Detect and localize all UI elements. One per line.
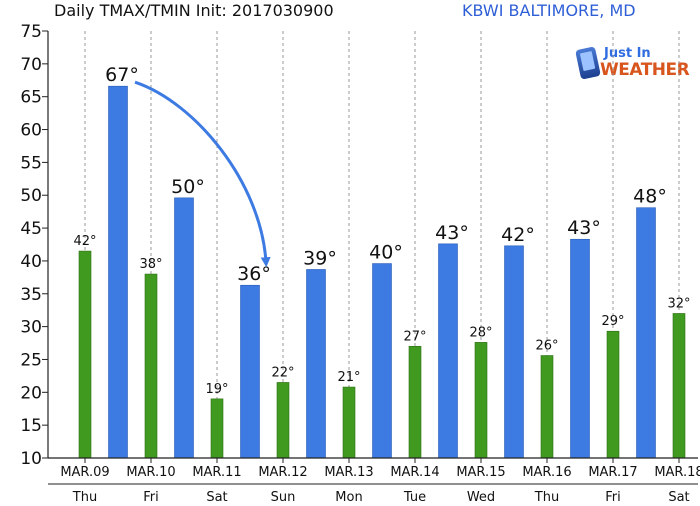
logo-line1: Just In — [604, 46, 651, 61]
tmax-label-8: 48° — [633, 186, 667, 208]
y-tick-label: 65 — [20, 88, 42, 108]
y-tick-label: 40 — [20, 252, 42, 272]
trend-arrow — [134, 80, 271, 268]
tmax-label-3: 39° — [303, 247, 337, 269]
y-tick-label: 25 — [20, 350, 42, 370]
tmin-bar-9 — [672, 313, 686, 459]
x-dow-label-8: Fri — [605, 490, 621, 505]
y-tick-label: 10 — [20, 449, 42, 469]
tmax-bar-1 — [174, 197, 194, 459]
tmax-label-2: 36° — [237, 263, 271, 285]
x-date-label-8: MAR.17 — [588, 465, 637, 480]
y-tick-label: 45 — [20, 219, 42, 239]
tmin-label-8: 29° — [601, 314, 624, 329]
x-date-label-1: MAR.10 — [126, 465, 175, 480]
y-tick-label: 30 — [20, 318, 42, 338]
station-name: KBWI BALTIMORE, MD — [462, 1, 636, 20]
tmin-label-9: 32° — [667, 296, 690, 311]
y-tick-label: 70 — [20, 55, 42, 75]
tmin-bar-2 — [210, 398, 224, 459]
tmin-label-5: 27° — [403, 329, 426, 344]
tmin-label-3: 22° — [271, 365, 294, 380]
x-dow-label-4: Mon — [335, 490, 362, 505]
y-tick-label: 15 — [20, 416, 42, 436]
just-in-weather-logo: Just In WEATHER — [574, 44, 690, 84]
tmax-label-4: 40° — [369, 242, 403, 264]
tmax-label-0: 67° — [105, 64, 139, 86]
x-date-label-4: MAR.13 — [324, 465, 373, 480]
x-dow-label-3: Sun — [271, 490, 296, 505]
tmin-bar-8 — [606, 330, 620, 459]
y-tick-label: 35 — [20, 285, 42, 305]
y-tick-label: 50 — [20, 186, 42, 206]
tmin-label-0: 42° — [73, 234, 96, 249]
tmin-label-2: 19° — [205, 382, 228, 397]
tmax-bar-4 — [372, 263, 392, 459]
x-dow-label-1: Fri — [143, 490, 159, 505]
tmax-bar-5 — [438, 243, 458, 459]
tmax-bar-7 — [570, 238, 590, 459]
x-dow-label-7: Thu — [534, 490, 559, 505]
x-date-label-0: MAR.09 — [60, 465, 109, 480]
tmin-label-1: 38° — [139, 257, 162, 272]
x-date-label-6: MAR.15 — [456, 465, 505, 480]
x-dow-label-6: Wed — [467, 490, 495, 505]
x-date-label-3: MAR.12 — [258, 465, 307, 480]
tmin-label-4: 21° — [337, 370, 360, 385]
y-tick-label: 20 — [20, 383, 42, 403]
tmax-bar-8 — [636, 207, 656, 459]
tmin-label-7: 26° — [535, 339, 558, 354]
x-date-label-5: MAR.14 — [390, 465, 439, 480]
y-tick-label: 55 — [20, 153, 42, 173]
tmax-bar-6 — [504, 245, 524, 459]
x-date-label-7: MAR.16 — [522, 465, 571, 480]
tmin-label-6: 28° — [469, 325, 492, 340]
x-dow-label-0: Thu — [72, 490, 97, 505]
tmax-label-5: 43° — [435, 222, 469, 244]
chart-title: Daily TMAX/TMIN Init: 2017030900 — [54, 1, 334, 20]
tmin-bar-0 — [78, 250, 92, 459]
tmin-bar-1 — [144, 273, 158, 459]
tmin-bar-3 — [276, 382, 290, 459]
tmax-label-6: 42° — [501, 224, 535, 246]
x-dow-label-2: Sat — [206, 490, 227, 505]
tmax-bar-3 — [306, 269, 326, 459]
y-tick-label: 60 — [20, 121, 42, 141]
x-dow-label-9: Sat — [668, 490, 689, 505]
tmax-label-1: 50° — [171, 176, 205, 198]
tmax-label-7: 43° — [567, 217, 601, 239]
logo-line2: WEATHER — [600, 60, 690, 80]
tmin-bar-7 — [540, 355, 554, 459]
tmax-bar-0 — [108, 85, 128, 459]
tmax-bar-2 — [240, 284, 260, 459]
x-dow-label-5: Tue — [403, 490, 426, 505]
x-date-label-2: MAR.11 — [192, 465, 241, 480]
x-date-label-9: MAR.18 — [654, 465, 700, 480]
tmin-bar-5 — [408, 346, 422, 459]
tmin-bar-6 — [474, 342, 488, 459]
tmin-bar-4 — [342, 386, 356, 459]
y-tick-label: 75 — [20, 22, 42, 42]
